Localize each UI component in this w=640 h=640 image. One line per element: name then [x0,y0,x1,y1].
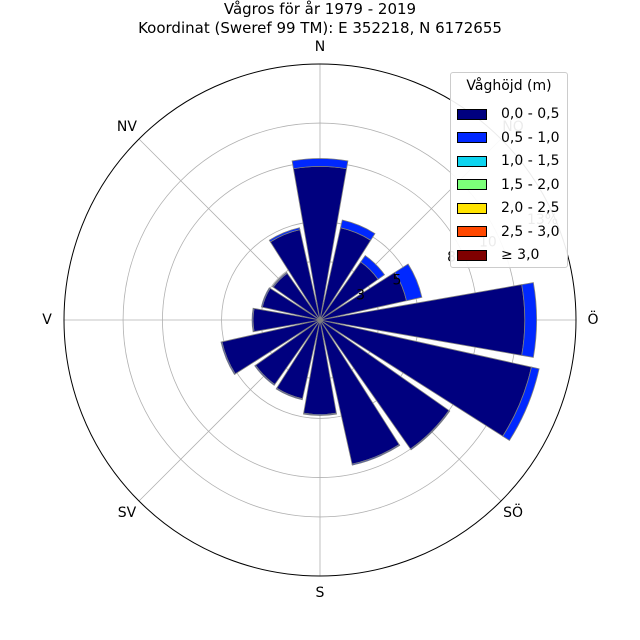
direction-label: SV [118,505,137,521]
legend-label: 1,0 - 1,5 [501,153,560,169]
bar-layer [220,158,540,466]
rose-bar [394,263,423,302]
rose-bar [220,341,236,375]
chart-title: Vågros för år 1979 - 2019 Koordinat (Swe… [0,0,640,38]
legend-swatch [457,132,487,143]
legend-label: 2,0 - 2,5 [501,200,560,216]
direction-label: N [315,39,325,55]
direction-label: NV [117,119,137,135]
rose-bar [275,387,303,401]
rose-bar [254,364,276,386]
rose-bar [271,271,288,288]
direction-label: S [316,585,325,601]
rose-bar [521,282,537,358]
rose-bar [351,444,401,466]
direction-label: V [42,312,52,328]
rose-bar [340,219,376,241]
title-line-2: Koordinat (Sweref 99 TM): E 352218, N 61… [138,19,502,37]
direction-label: Ö [587,310,598,328]
legend-label: 0,5 - 1,0 [501,129,560,146]
legend-label: ≥ 3,0 [501,247,540,263]
legend-swatch [457,202,487,214]
rose-bar [260,287,271,308]
legend-swatch [457,155,487,167]
legend-item: 0,5 - 1,0 [457,127,559,149]
radial-tick-label: 3 [356,287,365,303]
rose-bar [502,366,540,442]
legend-swatch [457,226,487,237]
radial-tick-label: 5 [393,272,402,288]
rose-bar [303,412,337,416]
legend-item: 1,5 - 2,0 [457,174,559,196]
legend-swatch [457,249,487,261]
legend-item: 1,0 - 1,5 [457,150,559,172]
legend-label: 2,5 - 3,0 [501,223,560,240]
legend-title: Våghöjd (m) [466,78,552,94]
rose-bar [409,409,451,451]
legend-label: 0,0 - 0,5 [501,106,560,122]
title-line-1: Vågros för år 1979 - 2019 [223,0,417,18]
rose-bar [251,307,255,333]
rose-bar [268,227,301,243]
legend: Våghöjd (m) 0,0 - 0,5 0,5 - 1,0 1,0 - 1,5 1… [450,72,568,268]
legend-swatch [457,179,487,190]
outer-ring [63,63,577,577]
legend-label: 1,5 - 2,0 [501,176,560,193]
legend-item: 0,0 - 0,5 [457,103,559,125]
legend-swatch [457,108,487,120]
legend-item: 2,0 - 2,5 [457,197,559,219]
direction-label: SÖ [503,503,523,521]
legend-item: ≥ 3,0 [457,244,539,266]
rose-bar [291,158,349,170]
rose-bar [360,254,386,280]
legend-item: 2,5 - 3,0 [457,221,559,243]
